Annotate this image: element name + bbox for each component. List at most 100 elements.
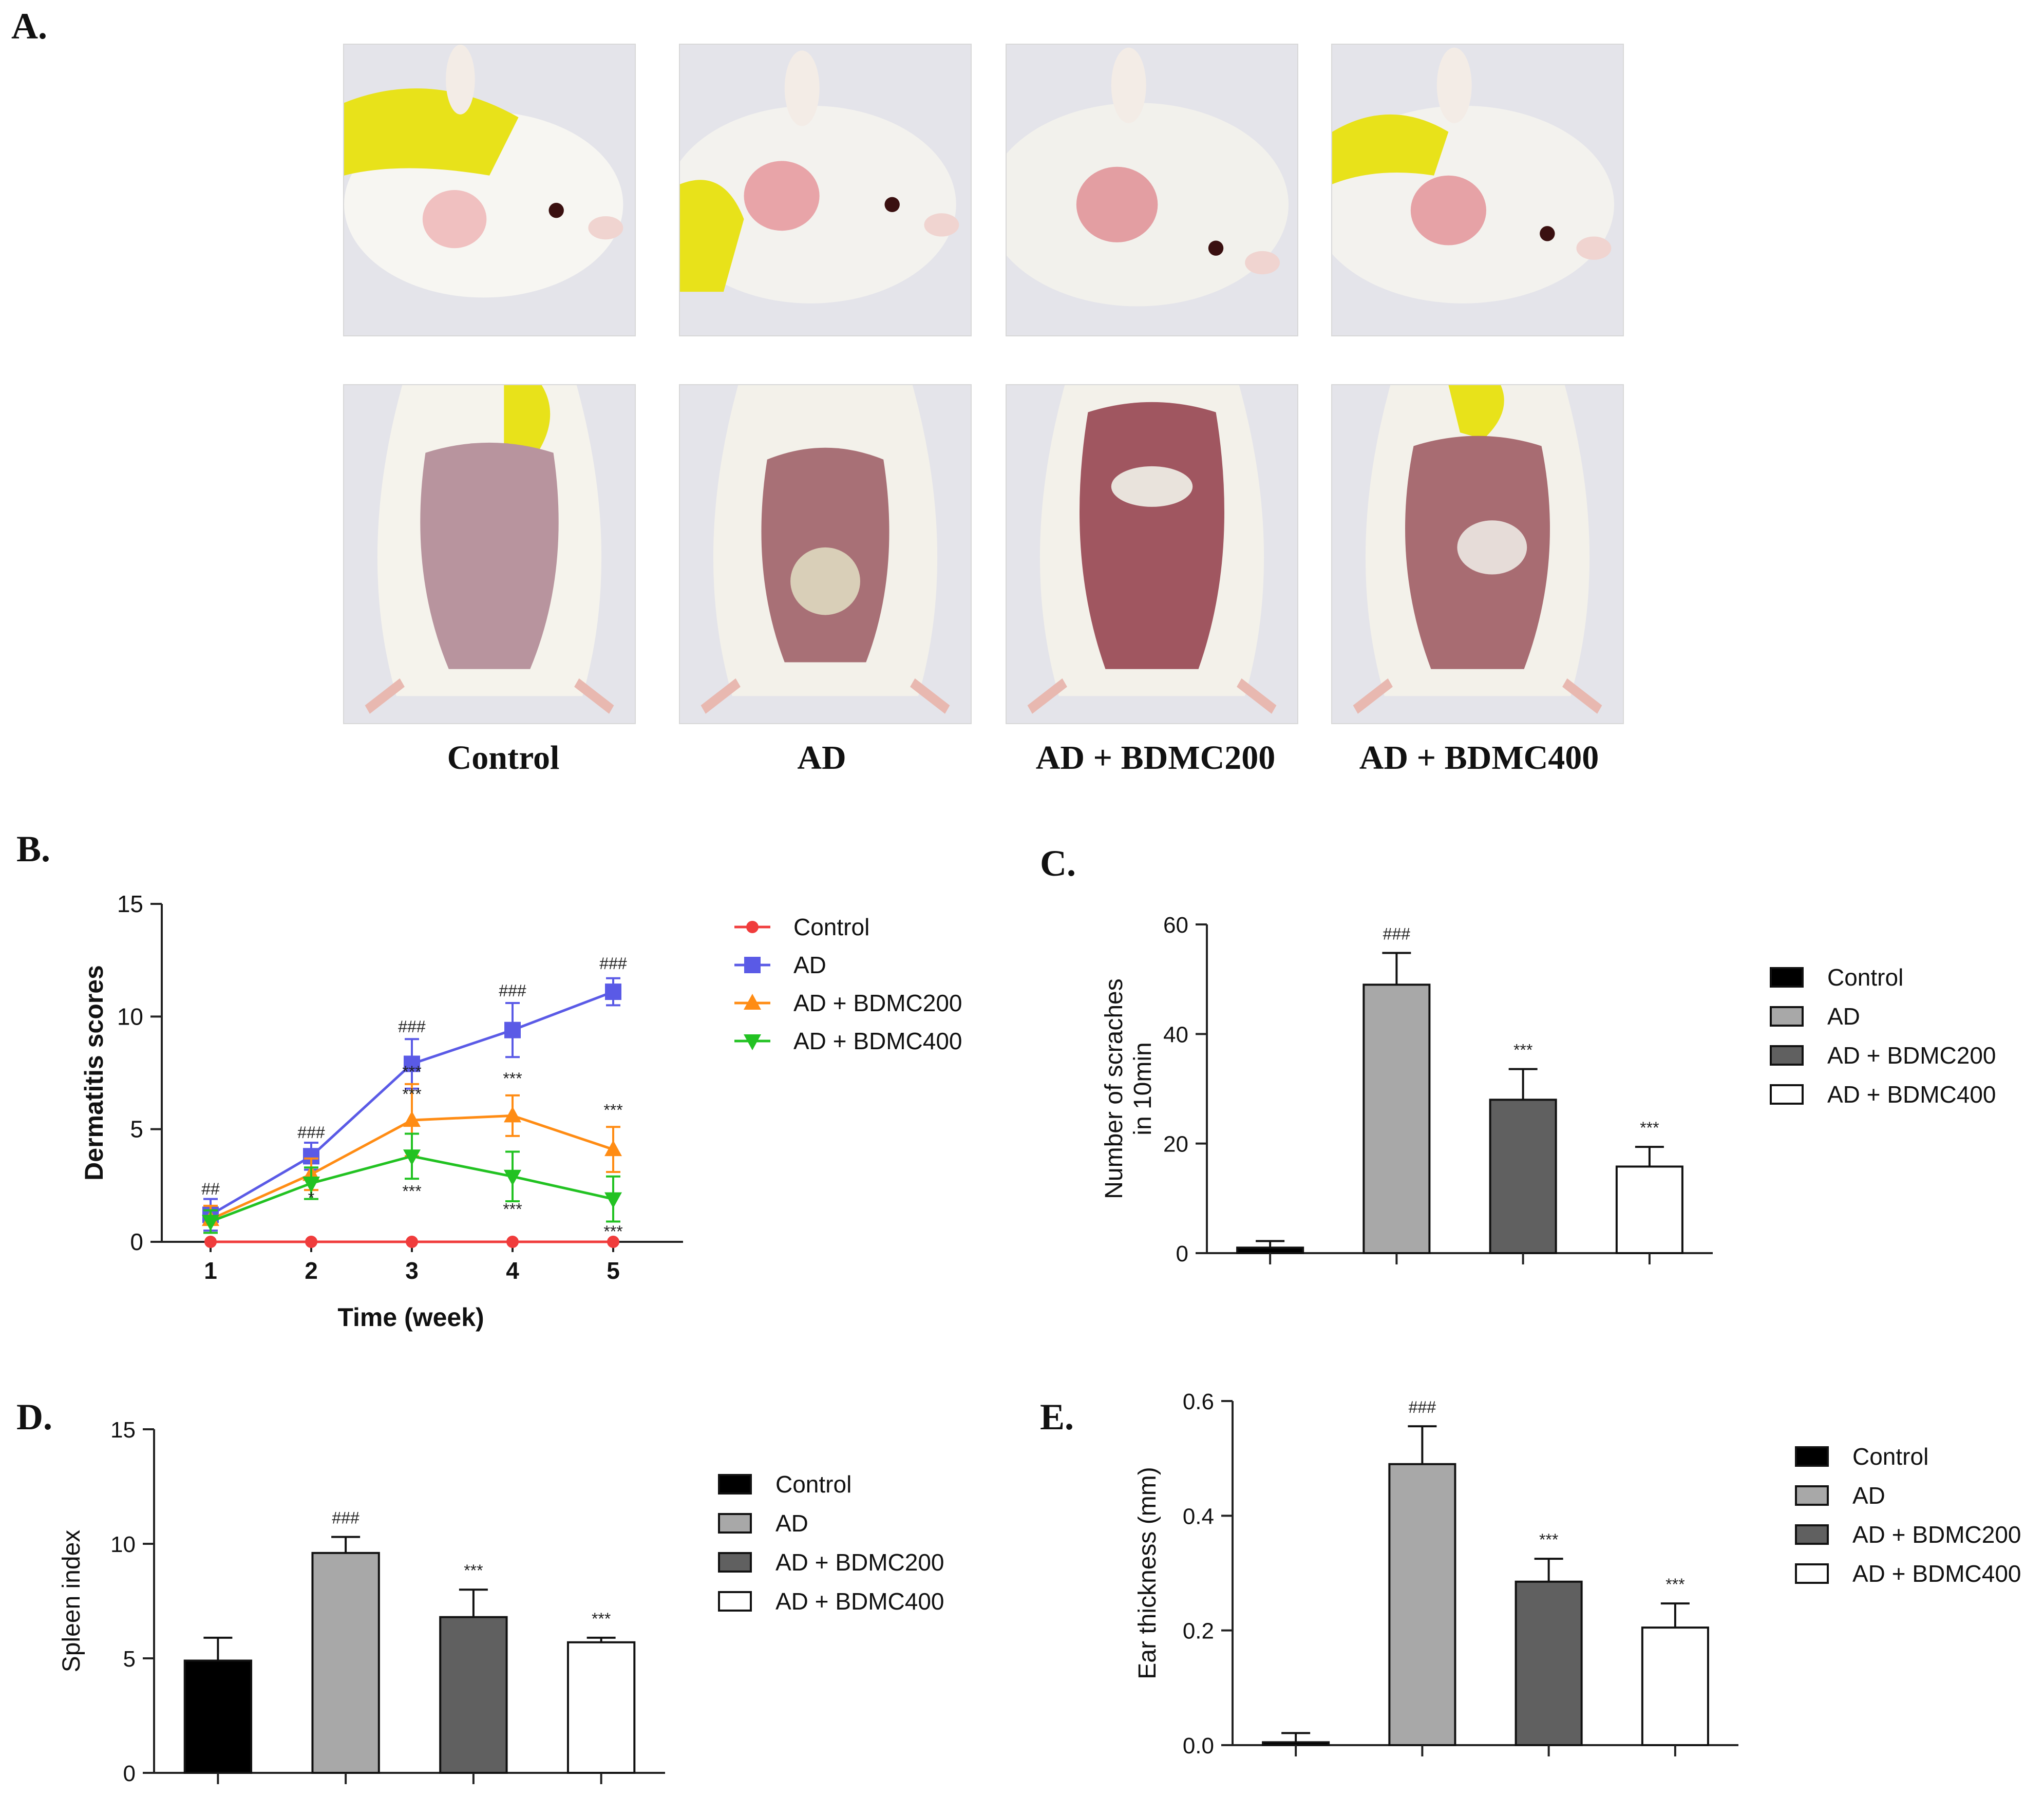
b-x-tick-label: 5 [607,1257,620,1284]
group-label-control: Control [447,739,560,777]
b-x-tick-label: 2 [305,1257,318,1284]
b-data-point [504,1169,521,1186]
photo-back-control [343,384,636,724]
e-bar [1262,1741,1330,1747]
b-data-point [506,1236,519,1248]
b-x-tick-label: 3 [405,1257,419,1284]
b-data-point [504,1106,521,1123]
e-y-tick-label: 0.2 [1183,1619,1214,1644]
e-bar [1388,1463,1456,1746]
d-y-tick-label: 0 [123,1761,136,1786]
d-significance-label: *** [464,1561,483,1580]
b-significance-label: *** [402,1063,421,1081]
b-significance-label: ### [499,981,526,1000]
d-legend-label: Control [775,1471,851,1498]
c-y-tick-label: 0 [1176,1241,1188,1266]
c-legend-label: Control [1827,964,1903,991]
photo-back-bdmc400 [1331,384,1624,724]
e-bar [1515,1580,1583,1746]
d-bar [183,1659,253,1774]
d-y-tick-label: 15 [110,1417,136,1443]
c-significance-label: *** [1640,1119,1659,1137]
b-significance-label: *** [402,1182,421,1200]
e-legend-swatch [1795,1485,1829,1506]
c-legend-swatch [1770,1084,1804,1105]
c-y-tick-label: 40 [1163,1022,1188,1047]
b-y-tick-label: 15 [117,891,143,917]
b-legend-label: AD + BDMC200 [793,990,962,1016]
c-y-tick-label: 20 [1163,1132,1188,1157]
b-data-point [604,1140,622,1157]
e-legend-label: AD + BDMC400 [1852,1560,2021,1587]
b-significance-label: ### [599,954,627,973]
e-y-axis-label: Ear thickness (mm) [1134,1467,1161,1679]
c-significance-label: *** [1513,1041,1532,1060]
photo-head-ad [679,44,972,336]
c-y-tick-label: 60 [1163,913,1188,938]
b-significance-label: ### [297,1123,325,1142]
e-legend-label: Control [1852,1443,1928,1470]
d-bar [439,1616,508,1774]
c-bar [1489,1099,1557,1254]
b-significance-label: *** [503,1200,522,1218]
panel-label-b: B. [16,828,51,869]
b-significance-label: ## [201,1180,220,1198]
d-bar [566,1641,636,1774]
b-significance-label: *** [503,1069,522,1088]
d-legend-label: AD + BDMC200 [775,1549,944,1576]
b-data-point [406,1236,418,1248]
c-legend-swatch [1770,967,1804,988]
d-legend-swatch [718,1591,752,1612]
panel-label-a: A. [11,6,47,47]
b-legend-marker [744,994,761,1010]
d-legend-swatch [718,1513,752,1534]
b-legend-label: AD [793,952,826,978]
c-bar [1615,1165,1683,1254]
c-significance-label: ### [1383,924,1411,943]
d-y-axis-label: Spleen index [58,1530,85,1673]
e-significance-label: *** [1666,1575,1685,1594]
e-y-tick-label: 0.4 [1183,1504,1214,1529]
d-y-tick-label: 5 [123,1647,136,1672]
photo-back-ad [679,384,972,724]
c-legend-label: AD [1827,1003,1860,1030]
c-legend-label: AD + BDMC200 [1827,1042,1996,1069]
b-data-point [204,1236,217,1248]
b-x-tick-label: 1 [204,1257,217,1284]
d-legend-label: AD [775,1510,808,1537]
b-significance-label: *** [402,1085,421,1104]
e-legend-swatch [1795,1563,1829,1584]
c-legend-label: AD + BDMC400 [1827,1081,1996,1108]
photo-head-control [343,44,636,336]
b-legend-label: Control [793,914,869,940]
panel-label-c: C. [1040,843,1076,884]
panel-label-d: D. [16,1396,52,1437]
b-significance-label: *** [603,1222,622,1241]
b-y-tick-label: 5 [130,1116,143,1143]
b-legend-marker [744,957,761,973]
d-legend-label: AD + BDMC400 [775,1588,944,1615]
panel-label-e: E. [1040,1396,1074,1437]
b-data-point [504,1022,521,1038]
b-legend-marker [746,921,759,933]
e-legend-label: AD + BDMC200 [1852,1521,2021,1548]
b-legend-label: AD + BDMC400 [793,1028,962,1054]
c-legend-swatch [1770,1045,1804,1066]
b-significance-label: * [308,1188,314,1207]
c-legend-swatch [1770,1006,1804,1027]
b-y-axis-label: Dermatitis scores [80,965,108,1181]
b-data-point [605,983,621,1000]
group-label-ad: AD [797,739,846,777]
b-data-point [403,1111,421,1127]
b-data-point [403,1149,421,1166]
photo-head-bdmc400 [1331,44,1624,336]
group-label-bdmc200: AD + BDMC200 [1035,739,1276,777]
e-legend-label: AD [1852,1482,1885,1509]
c-bar [1236,1246,1304,1254]
b-x-tick-label: 4 [506,1257,519,1284]
b-data-point [404,1055,420,1072]
group-label-bdmc400: AD + BDMC400 [1359,739,1599,777]
c-y-axis-label: Number of scraches [1101,978,1128,1199]
b-significance-label: *** [603,1101,622,1119]
b-y-tick-label: 0 [130,1228,143,1255]
